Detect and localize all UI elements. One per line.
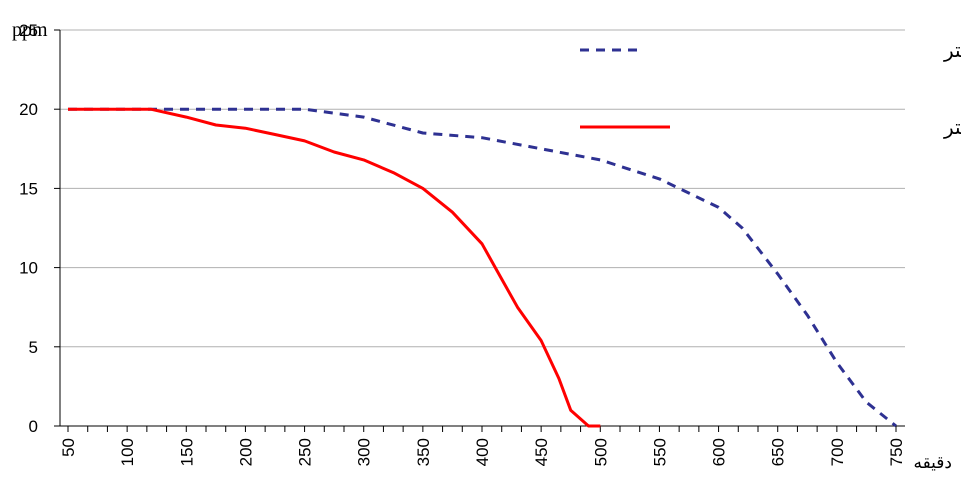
x-tick-label: 450 bbox=[532, 438, 551, 466]
x-tick-label: 400 bbox=[473, 438, 492, 466]
x-tick-label: 350 bbox=[414, 438, 433, 466]
legend: قطر جاذب ۲/۵ سانتی متر قطر جاذب ۲ سانتی … bbox=[580, 40, 961, 139]
y-axis-unit-label: ppm bbox=[12, 19, 48, 41]
x-tick-label: 750 bbox=[887, 438, 906, 466]
series-line-2 bbox=[68, 107, 601, 428]
x-tick-label: 100 bbox=[118, 438, 137, 466]
y-tick-label: 20 bbox=[19, 100, 38, 119]
x-axis-ticks: 50 100 150 200 250 300 350 400 450 500 550 600 650 70… bbox=[59, 426, 906, 466]
y-tick-label: 15 bbox=[19, 179, 38, 198]
x-tick-label: 700 bbox=[828, 438, 847, 466]
x-tick-label: 250 bbox=[296, 438, 315, 466]
series-line-1 bbox=[68, 107, 897, 428]
x-tick-label: 600 bbox=[710, 438, 729, 466]
y-tick-label: 5 bbox=[29, 338, 38, 357]
legend-label-series-2: قطر جاذب ۲ سانتی متر bbox=[943, 117, 961, 139]
x-axis-unit-label: دقیقه bbox=[913, 453, 952, 472]
series-layer bbox=[68, 107, 897, 428]
x-tick-label: 50 bbox=[59, 438, 78, 457]
gridlines bbox=[60, 29, 905, 348]
x-tick-label: 150 bbox=[177, 438, 196, 466]
x-tick-label: 200 bbox=[236, 438, 255, 466]
x-tick-label: 650 bbox=[769, 438, 788, 466]
y-tick-label: 25 bbox=[19, 21, 38, 40]
x-tick-label: 500 bbox=[591, 438, 610, 466]
y-tick-label: 10 bbox=[19, 259, 38, 278]
y-tick-label: 0 bbox=[29, 417, 38, 436]
axes bbox=[59, 30, 905, 427]
y-axis-ticks: 0 5 10 15 20 25 bbox=[19, 21, 60, 436]
x-tick-label: 550 bbox=[650, 438, 669, 466]
x-tick-label: 300 bbox=[355, 438, 374, 466]
legend-label-series-1: قطر جاذب ۲/۵ سانتی متر bbox=[943, 40, 961, 62]
